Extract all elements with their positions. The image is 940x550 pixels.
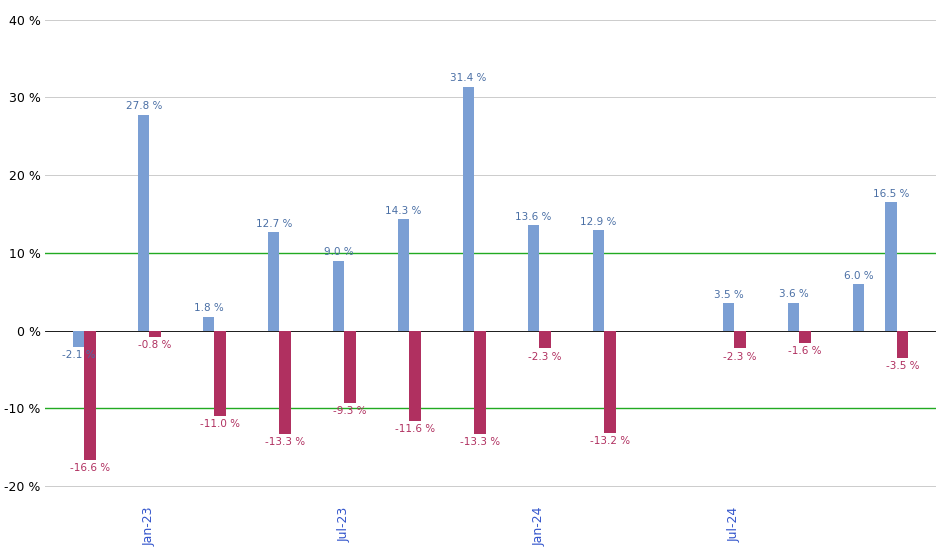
Bar [540, 331, 551, 348]
Bar [885, 202, 897, 331]
Bar [410, 331, 421, 421]
Text: 12.9 %: 12.9 % [581, 217, 617, 227]
Text: 13.6 %: 13.6 % [515, 212, 552, 222]
Bar [788, 302, 799, 331]
Text: -11.0 %: -11.0 % [200, 419, 240, 429]
Text: 1.8 %: 1.8 % [194, 304, 224, 313]
Text: -13.3 %: -13.3 % [265, 437, 306, 447]
Bar [279, 331, 290, 434]
Bar [149, 331, 161, 337]
Bar [593, 230, 604, 331]
Bar [853, 284, 865, 331]
Bar [528, 225, 540, 331]
Bar [799, 331, 810, 343]
Text: -13.2 %: -13.2 % [590, 436, 630, 446]
Bar [897, 331, 908, 358]
Bar [333, 261, 344, 331]
Text: 14.3 %: 14.3 % [385, 206, 422, 216]
Bar [723, 304, 734, 331]
Bar [203, 317, 214, 331]
Text: -3.5 %: -3.5 % [885, 361, 919, 371]
Bar [214, 331, 226, 416]
Bar [604, 331, 616, 433]
Text: -16.6 %: -16.6 % [70, 463, 110, 472]
Bar [85, 331, 96, 459]
Bar [398, 219, 410, 331]
Text: 16.5 %: 16.5 % [873, 189, 909, 199]
Text: -1.6 %: -1.6 % [789, 346, 822, 356]
Text: 3.6 %: 3.6 % [778, 289, 808, 299]
Text: 27.8 %: 27.8 % [126, 101, 162, 112]
Bar [475, 331, 486, 434]
Bar [344, 331, 355, 403]
Bar [268, 232, 279, 331]
Text: 3.5 %: 3.5 % [713, 290, 744, 300]
Text: -2.3 %: -2.3 % [723, 351, 757, 361]
Bar [463, 86, 475, 331]
Bar [73, 331, 85, 347]
Text: 12.7 %: 12.7 % [256, 219, 292, 229]
Text: 6.0 %: 6.0 % [844, 271, 873, 281]
Bar [138, 114, 149, 331]
Text: -9.3 %: -9.3 % [334, 406, 367, 416]
Text: -13.3 %: -13.3 % [460, 437, 500, 447]
Text: -2.1 %: -2.1 % [62, 350, 96, 360]
Text: 9.0 %: 9.0 % [324, 248, 353, 257]
Text: 31.4 %: 31.4 % [450, 73, 487, 84]
Text: -2.3 %: -2.3 % [528, 351, 562, 361]
Bar [734, 331, 745, 348]
Text: -11.6 %: -11.6 % [395, 424, 435, 434]
Text: -0.8 %: -0.8 % [138, 340, 172, 350]
